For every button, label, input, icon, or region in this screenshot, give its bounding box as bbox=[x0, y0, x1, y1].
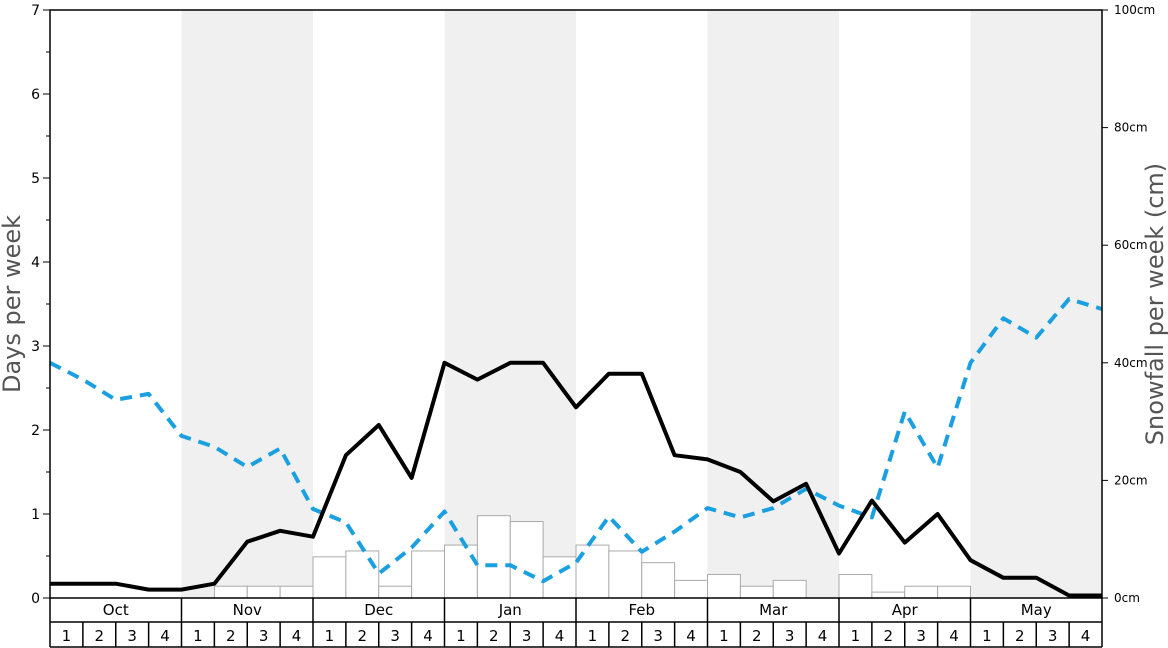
week-label: 1 bbox=[588, 627, 598, 645]
right-axis: 0cm 20cm 40cm 60cm 80cm 100cm bbox=[1102, 3, 1155, 605]
snowfall-bar bbox=[411, 550, 445, 599]
month-shade-jan bbox=[444, 10, 576, 598]
snowfall-bar bbox=[707, 573, 741, 599]
week-label: 3 bbox=[785, 627, 795, 645]
right-tick-label: 40cm bbox=[1114, 356, 1148, 370]
week-label: 4 bbox=[423, 627, 433, 645]
month-shade-nov bbox=[181, 10, 313, 598]
week-label: 1 bbox=[325, 627, 335, 645]
week-label: 2 bbox=[226, 627, 236, 645]
week-label: 2 bbox=[621, 627, 631, 645]
month-label-apr: Apr bbox=[892, 601, 919, 619]
week-label: 2 bbox=[1015, 627, 1025, 645]
left-axis-title: Days per week bbox=[0, 215, 26, 393]
left-tick-label: 1 bbox=[31, 507, 40, 523]
snowfall-bar bbox=[772, 579, 807, 599]
week-label: 1 bbox=[193, 627, 203, 645]
week-label: 4 bbox=[160, 627, 170, 645]
week-label: 4 bbox=[686, 627, 696, 645]
week-label: 3 bbox=[259, 627, 269, 645]
snowfall-bar bbox=[279, 585, 314, 599]
week-label: 3 bbox=[1048, 627, 1058, 645]
week-label: 3 bbox=[127, 627, 137, 645]
right-tick-label: 100cm bbox=[1114, 3, 1155, 17]
week-label: 4 bbox=[555, 627, 565, 645]
week-label: 4 bbox=[1081, 627, 1091, 645]
week-label: 3 bbox=[916, 627, 926, 645]
snowfall-bar bbox=[904, 585, 939, 599]
week-label: 3 bbox=[390, 627, 400, 645]
left-tick-label: 3 bbox=[31, 339, 40, 355]
snowfall-bar bbox=[641, 562, 676, 599]
left-tick-label: 4 bbox=[31, 255, 40, 271]
week-label: 2 bbox=[752, 627, 762, 645]
month-label-jan: Jan bbox=[498, 601, 522, 619]
month-label-feb: Feb bbox=[628, 601, 655, 619]
month-shading bbox=[181, 10, 1102, 598]
snowfall-bar bbox=[871, 591, 906, 599]
week-label: 4 bbox=[292, 627, 302, 645]
month-label-may: May bbox=[1021, 601, 1052, 619]
month-label-oct: Oct bbox=[103, 601, 129, 619]
month-label-nov: Nov bbox=[233, 601, 262, 619]
snowfall-bar bbox=[739, 585, 774, 599]
snowfall-bar bbox=[509, 521, 544, 599]
snowfall-bar bbox=[674, 579, 708, 599]
left-tick-label: 5 bbox=[31, 171, 40, 187]
month-week-axis: Oct 1 2 3 4 Nov 1 2 3 4 Dec 1 2 3 4 Jan 1 2 3 4 Feb 1 2 3 4 Mar 1 2… bbox=[49, 598, 1103, 648]
snowfall-bar bbox=[937, 585, 971, 599]
week-label: 2 bbox=[358, 627, 368, 645]
left-tick-label: 2 bbox=[31, 423, 40, 439]
week-label: 1 bbox=[719, 627, 729, 645]
month-label-mar: Mar bbox=[759, 601, 788, 619]
left-axis: 0 1 2 3 4 5 6 7 bbox=[31, 3, 50, 607]
right-tick-label: 0cm bbox=[1114, 591, 1140, 605]
days-black-line bbox=[50, 360, 1102, 598]
week-label: 1 bbox=[851, 627, 861, 645]
week-label: 3 bbox=[653, 627, 663, 645]
snowfall-bar bbox=[312, 556, 347, 599]
week-label: 2 bbox=[95, 627, 105, 645]
right-axis-title: Snowfall per week (cm) bbox=[1141, 163, 1168, 445]
days-blue-dashed-line bbox=[49, 297, 1103, 584]
snowfall-bar bbox=[213, 585, 248, 599]
right-tick-label: 80cm bbox=[1114, 121, 1148, 135]
snowfall-bars bbox=[213, 515, 971, 599]
week-label: 1 bbox=[456, 627, 466, 645]
week-label: 4 bbox=[818, 627, 828, 645]
snowfall-bar bbox=[345, 550, 380, 599]
left-tick-label: 0 bbox=[31, 591, 40, 607]
left-tick-label: 7 bbox=[31, 3, 40, 19]
month-label-dec: Dec bbox=[364, 601, 393, 619]
week-label: 2 bbox=[489, 627, 499, 645]
right-tick-label: 60cm bbox=[1114, 238, 1148, 252]
week-label: 1 bbox=[62, 627, 72, 645]
snowfall-bar bbox=[444, 544, 478, 599]
left-tick-label: 6 bbox=[31, 87, 40, 103]
snowfall-bar bbox=[246, 585, 281, 599]
week-label: 1 bbox=[982, 627, 992, 645]
snowfall-bar bbox=[608, 550, 643, 599]
week-label: 3 bbox=[522, 627, 532, 645]
week-label: 4 bbox=[949, 627, 959, 645]
snowfall-bar bbox=[476, 515, 511, 599]
series-lines bbox=[49, 297, 1103, 598]
snowfall-bar bbox=[378, 585, 413, 599]
right-tick-label: 20cm bbox=[1114, 473, 1148, 487]
week-label: 2 bbox=[884, 627, 894, 645]
snowfall-bar bbox=[838, 573, 873, 599]
